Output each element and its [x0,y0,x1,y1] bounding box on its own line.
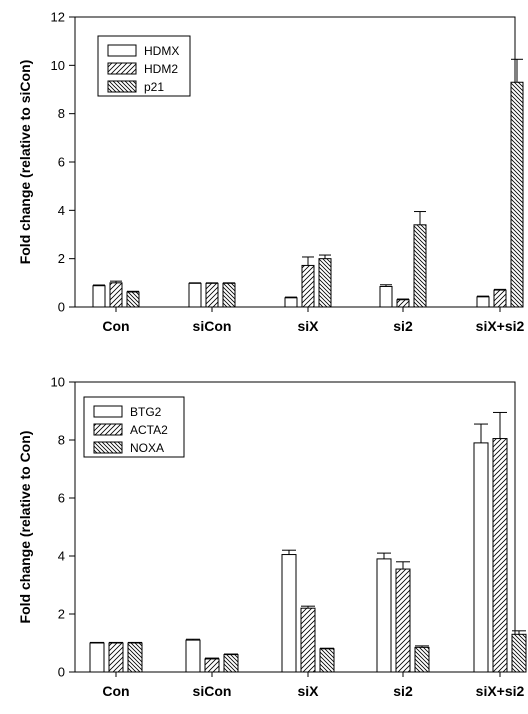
bar-p21 [126,291,140,308]
x-tick-label: siX [297,683,319,699]
bar-hdmx [92,285,106,308]
bar-acta2 [300,607,316,673]
bar-p21 [413,224,427,308]
legend-swatch-hdm2 [107,62,137,75]
y-tick-label: 0 [58,665,65,680]
bar-hdmx [476,296,490,308]
legend: HDMX HDM2 p21 [97,35,191,97]
bar-hdm2 [205,282,219,308]
bar-acta2 [108,642,124,673]
x-tick-label: si2 [393,318,413,334]
bar-noxa [511,633,527,673]
y-tick-label: 10 [51,375,65,390]
x-tick-label: siX [297,318,319,334]
x-tick-label: siX+si2 [476,683,525,699]
legend-label-hdm2: HDM2 [144,62,178,76]
x-tick-label: siCon [193,683,232,699]
legend-label-noxa: NOXA [130,441,164,455]
x-tick-label: siCon [193,318,232,334]
legend-swatch-noxa [93,441,123,454]
legend-swatch-p21 [107,80,137,93]
x-tick-label: si2 [393,683,413,699]
legend-label-hdmx: HDMX [144,44,179,58]
legend: BTG2 ACTA2 NOXA [83,396,185,458]
bar-hdm2 [109,282,123,308]
x-tick-label: Con [102,318,129,334]
y-tick-label: 2 [58,251,65,266]
x-tick-label: Con [102,683,129,699]
bar-noxa [319,648,335,673]
legend-label-acta2: ACTA2 [130,423,168,437]
legend-swatch-hdmx [107,44,137,57]
y-tick-label: 6 [58,155,65,170]
bar-noxa [414,646,430,673]
bar-hdmx [379,285,393,308]
y-tick-label: 4 [58,549,65,564]
bar-noxa [127,642,143,673]
bar-p21 [222,282,236,308]
y-tick-label: 8 [58,106,65,121]
y-tick-label: 0 [58,300,65,315]
y-axis-label: Fold change (relative to siCon) [17,60,33,265]
bar-hdm2 [301,264,315,308]
y-tick-label: 2 [58,607,65,622]
y-tick-label: 8 [58,433,65,448]
bar-btg2 [473,442,489,673]
y-tick-label: 12 [51,10,65,25]
y-tick-label: 6 [58,491,65,506]
bar-btg2 [281,554,297,673]
y-tick-label: 4 [58,203,65,218]
legend-label-p21: p21 [144,80,164,94]
chart-top: 0 2 4 6 8 10 12 Fold change (relative to siCon)… [17,10,525,335]
bar-acta2 [395,568,411,673]
bar-btg2 [89,642,105,673]
bar-hdm2 [493,289,507,308]
legend-swatch-btg2 [93,405,123,418]
x-tick-label: siX+si2 [476,318,525,334]
y-axis-label: Fold change (relative to Con) [17,431,33,624]
bar-btg2 [376,558,392,673]
bar-hdm2 [396,299,410,308]
legend-swatch-acta2 [93,423,123,436]
bar-btg2 [185,639,201,673]
bar-noxa [223,654,239,673]
bar-hdmx [284,297,298,308]
bar-p21 [318,258,332,308]
y-tick-label: 10 [51,58,65,73]
bar-acta2 [204,658,220,673]
chart-bottom: 0 2 4 6 8 10 Fold change (relative to Con) Con s… [17,375,527,699]
bar-acta2 [492,438,508,673]
bar-hdmx [188,282,202,308]
legend-label-btg2: BTG2 [130,405,162,419]
bar-p21 [510,81,524,308]
